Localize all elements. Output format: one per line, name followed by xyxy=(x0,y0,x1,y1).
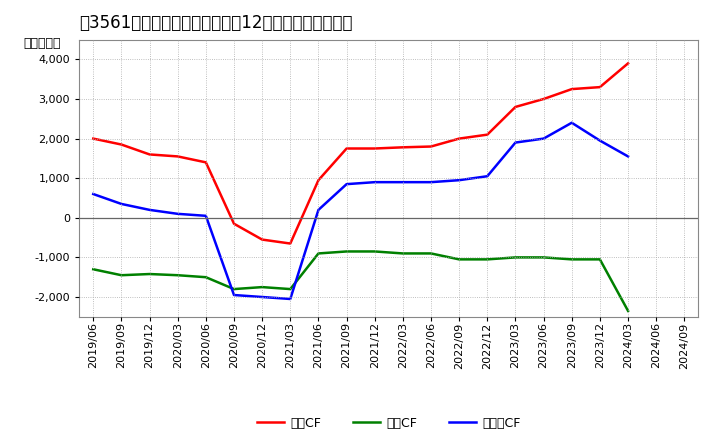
フリーCF xyxy=(370,180,379,185)
フリーCF xyxy=(258,294,266,300)
営業CF xyxy=(145,152,154,157)
営業CF xyxy=(539,96,548,102)
フリーCF xyxy=(539,136,548,141)
営業CF xyxy=(427,144,436,149)
Line: 営業CF: 営業CF xyxy=(94,63,628,243)
フリーCF xyxy=(483,173,492,179)
投資CF xyxy=(89,267,98,272)
営業CF xyxy=(314,177,323,183)
フリーCF xyxy=(314,207,323,213)
フリーCF xyxy=(511,140,520,145)
フリーCF xyxy=(286,297,294,302)
投資CF xyxy=(117,272,126,278)
フリーCF xyxy=(567,120,576,125)
営業CF xyxy=(89,136,98,141)
営業CF xyxy=(117,142,126,147)
フリーCF xyxy=(202,213,210,218)
投資CF xyxy=(174,272,182,278)
営業CF xyxy=(258,237,266,242)
投資CF xyxy=(455,257,464,262)
投資CF xyxy=(286,286,294,292)
Legend: 営業CF, 投資CF, フリーCF: 営業CF, 投資CF, フリーCF xyxy=(252,412,526,435)
営業CF xyxy=(342,146,351,151)
投資CF xyxy=(595,257,604,262)
フリーCF xyxy=(399,180,408,185)
営業CF xyxy=(286,241,294,246)
フリーCF xyxy=(230,292,238,297)
営業CF xyxy=(483,132,492,137)
投資CF xyxy=(314,251,323,256)
投資CF xyxy=(230,286,238,292)
投資CF xyxy=(145,271,154,277)
フリーCF xyxy=(89,191,98,197)
投資CF xyxy=(624,308,632,313)
投資CF xyxy=(399,251,408,256)
投資CF xyxy=(567,257,576,262)
営業CF xyxy=(202,160,210,165)
フリーCF xyxy=(117,201,126,206)
営業CF xyxy=(595,84,604,90)
投資CF xyxy=(511,255,520,260)
営業CF xyxy=(567,86,576,92)
Text: 【3561】　キャッシュフローの12か月移動合計の推移: 【3561】 キャッシュフローの12か月移動合計の推移 xyxy=(79,15,353,33)
Line: フリーCF: フリーCF xyxy=(94,123,628,299)
営業CF xyxy=(174,154,182,159)
投資CF xyxy=(202,275,210,280)
投資CF xyxy=(258,284,266,290)
投資CF xyxy=(342,249,351,254)
フリーCF xyxy=(595,138,604,143)
営業CF xyxy=(511,104,520,110)
Y-axis label: （百万円）: （百万円） xyxy=(24,37,61,50)
Line: 投資CF: 投資CF xyxy=(94,251,628,311)
投資CF xyxy=(539,255,548,260)
営業CF xyxy=(624,61,632,66)
フリーCF xyxy=(427,180,436,185)
投資CF xyxy=(427,251,436,256)
投資CF xyxy=(483,257,492,262)
営業CF xyxy=(455,136,464,141)
フリーCF xyxy=(174,211,182,216)
フリーCF xyxy=(145,207,154,213)
営業CF xyxy=(370,146,379,151)
フリーCF xyxy=(455,177,464,183)
フリーCF xyxy=(624,154,632,159)
フリーCF xyxy=(342,181,351,187)
営業CF xyxy=(399,145,408,150)
営業CF xyxy=(230,221,238,226)
投資CF xyxy=(370,249,379,254)
